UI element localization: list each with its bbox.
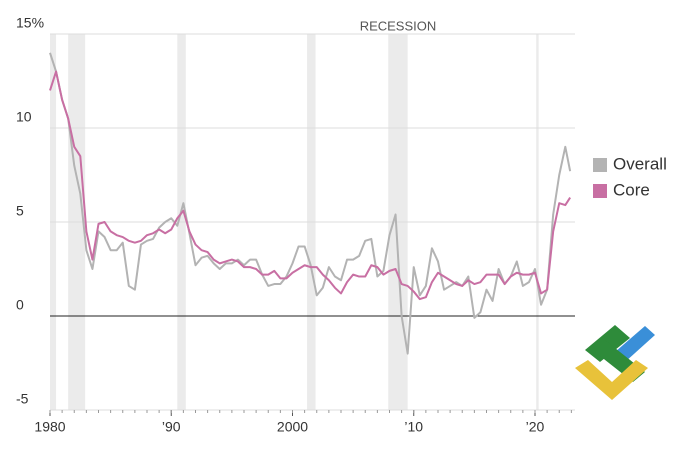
x-tick-label: ’10 xyxy=(404,419,423,435)
annotation: RECESSION xyxy=(360,18,437,33)
x-tick-label: 2000 xyxy=(277,419,308,435)
y-tick-label: 5 xyxy=(16,203,24,219)
logo xyxy=(575,325,655,400)
legend-label: Core xyxy=(613,180,650,199)
y-tick-label: 0 xyxy=(16,297,24,313)
x-tick-label: 1980 xyxy=(34,419,65,435)
series-line xyxy=(49,52,572,355)
y-tick-label: 10 xyxy=(16,109,32,125)
legend-label: Overall xyxy=(613,154,667,173)
series-line xyxy=(49,70,571,301)
legend-swatch xyxy=(593,158,607,172)
x-tick-label: ’90 xyxy=(162,419,181,435)
y-tick-label: 15% xyxy=(16,15,44,31)
y-tick-label: -5 xyxy=(16,391,29,407)
x-tick-label: ’20 xyxy=(526,419,545,435)
legend-swatch xyxy=(593,184,607,198)
